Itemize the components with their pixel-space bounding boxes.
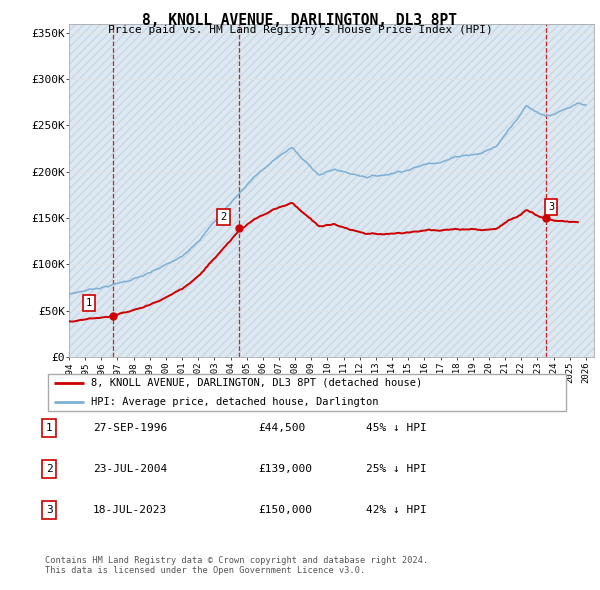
Text: 8, KNOLL AVENUE, DARLINGTON, DL3 8PT: 8, KNOLL AVENUE, DARLINGTON, DL3 8PT [143, 13, 458, 28]
Text: 2: 2 [46, 464, 53, 474]
Text: Price paid vs. HM Land Registry's House Price Index (HPI): Price paid vs. HM Land Registry's House … [107, 25, 493, 35]
Text: 42% ↓ HPI: 42% ↓ HPI [366, 506, 427, 515]
Text: HPI: Average price, detached house, Darlington: HPI: Average price, detached house, Darl… [91, 397, 379, 407]
Text: 3: 3 [548, 202, 554, 212]
Text: 45% ↓ HPI: 45% ↓ HPI [366, 423, 427, 432]
Text: Contains HM Land Registry data © Crown copyright and database right 2024.
This d: Contains HM Land Registry data © Crown c… [45, 556, 428, 575]
FancyBboxPatch shape [47, 374, 566, 411]
Text: 1: 1 [46, 423, 53, 432]
Text: 27-SEP-1996: 27-SEP-1996 [93, 423, 167, 432]
Text: 23-JUL-2004: 23-JUL-2004 [93, 464, 167, 474]
Text: 8, KNOLL AVENUE, DARLINGTON, DL3 8PT (detached house): 8, KNOLL AVENUE, DARLINGTON, DL3 8PT (de… [91, 378, 422, 388]
Text: 18-JUL-2023: 18-JUL-2023 [93, 506, 167, 515]
Bar [69, 24, 594, 357]
Text: 1: 1 [86, 298, 92, 308]
Text: £150,000: £150,000 [258, 506, 312, 515]
Text: 3: 3 [46, 506, 53, 515]
Text: 2: 2 [220, 212, 226, 222]
Text: £44,500: £44,500 [258, 423, 305, 432]
Text: 25% ↓ HPI: 25% ↓ HPI [366, 464, 427, 474]
Text: £139,000: £139,000 [258, 464, 312, 474]
